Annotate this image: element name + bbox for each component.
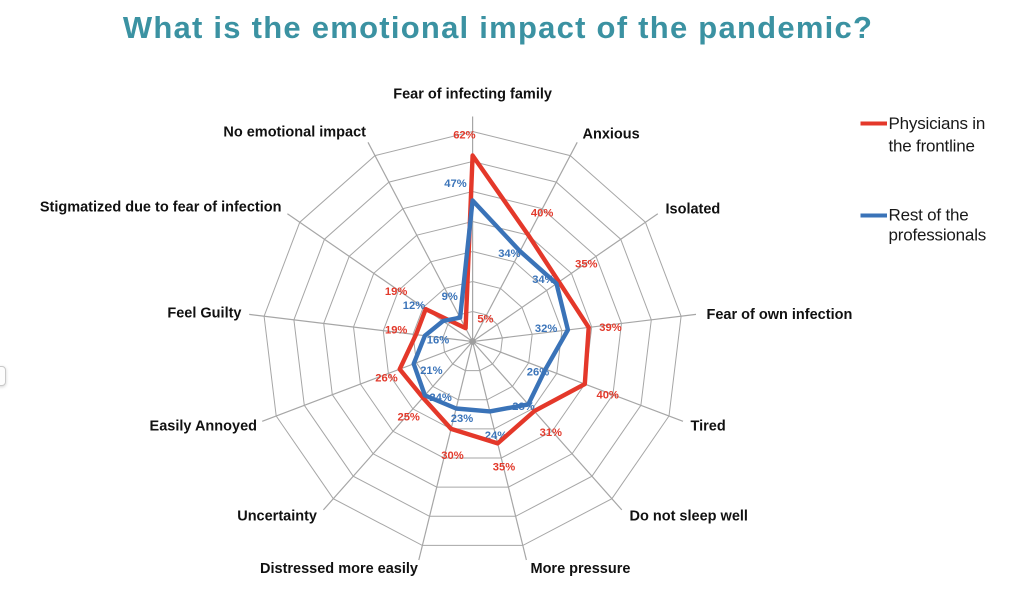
svg-text:39%: 39% xyxy=(599,322,621,334)
svg-text:34%: 34% xyxy=(498,248,520,260)
svg-text:31%: 31% xyxy=(540,427,562,439)
svg-text:Feel Guilty: Feel Guilty xyxy=(167,306,241,322)
svg-text:12%: 12% xyxy=(403,300,425,312)
svg-text:32%: 32% xyxy=(535,323,557,335)
svg-text:More pressure: More pressure xyxy=(531,561,631,577)
svg-text:19%: 19% xyxy=(385,286,407,298)
svg-text:25%: 25% xyxy=(397,412,419,424)
svg-text:23%: 23% xyxy=(451,413,473,425)
svg-text:Rest of the: Rest of the xyxy=(889,206,969,225)
svg-text:Stigmatized due to fear of inf: Stigmatized due to fear of infection xyxy=(40,200,282,216)
svg-text:16%: 16% xyxy=(427,335,449,347)
svg-text:62%: 62% xyxy=(453,129,475,141)
svg-text:the frontline: the frontline xyxy=(889,137,975,156)
svg-text:No emotional impact: No emotional impact xyxy=(223,125,366,141)
svg-text:21%: 21% xyxy=(420,365,442,377)
svg-text:Anxious: Anxious xyxy=(583,127,640,143)
svg-text:professionals: professionals xyxy=(889,226,987,245)
svg-text:26%: 26% xyxy=(375,372,397,384)
svg-text:5%: 5% xyxy=(477,314,493,326)
svg-text:40%: 40% xyxy=(531,208,553,220)
svg-text:Do not sleep well: Do not sleep well xyxy=(630,509,748,525)
svg-text:Uncertainty: Uncertainty xyxy=(237,509,317,525)
svg-text:Easily Annoyed: Easily Annoyed xyxy=(150,419,257,435)
svg-text:Fear of infecting family: Fear of infecting family xyxy=(393,87,552,103)
svg-text:19%: 19% xyxy=(385,325,407,337)
svg-text:47%: 47% xyxy=(444,178,466,190)
svg-text:Isolated: Isolated xyxy=(666,202,721,218)
svg-text:40%: 40% xyxy=(596,390,618,402)
svg-text:9%: 9% xyxy=(442,291,458,303)
svg-text:Tired: Tired xyxy=(691,419,726,435)
svg-text:30%: 30% xyxy=(441,450,463,462)
svg-text:35%: 35% xyxy=(575,259,597,271)
svg-text:Distressed more easily: Distressed more easily xyxy=(260,561,418,577)
svg-text:35%: 35% xyxy=(493,462,515,474)
svg-text:Physicians in: Physicians in xyxy=(889,114,986,133)
svg-text:Fear of own infection: Fear of own infection xyxy=(707,307,853,323)
